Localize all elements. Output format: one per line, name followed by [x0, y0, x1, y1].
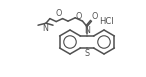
Text: O: O: [76, 12, 82, 21]
Text: N: N: [84, 26, 90, 35]
Text: HCl: HCl: [99, 17, 114, 26]
Text: S: S: [84, 49, 89, 58]
Text: O: O: [56, 9, 62, 18]
Text: N: N: [43, 24, 48, 33]
Text: O: O: [92, 12, 98, 21]
